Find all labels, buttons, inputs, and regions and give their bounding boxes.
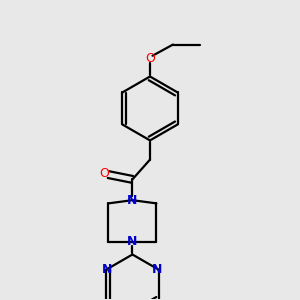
Text: O: O bbox=[100, 167, 110, 181]
Text: N: N bbox=[102, 263, 112, 276]
Text: O: O bbox=[145, 52, 155, 65]
Text: N: N bbox=[152, 263, 163, 276]
Text: N: N bbox=[127, 235, 138, 248]
Text: N: N bbox=[127, 194, 138, 207]
